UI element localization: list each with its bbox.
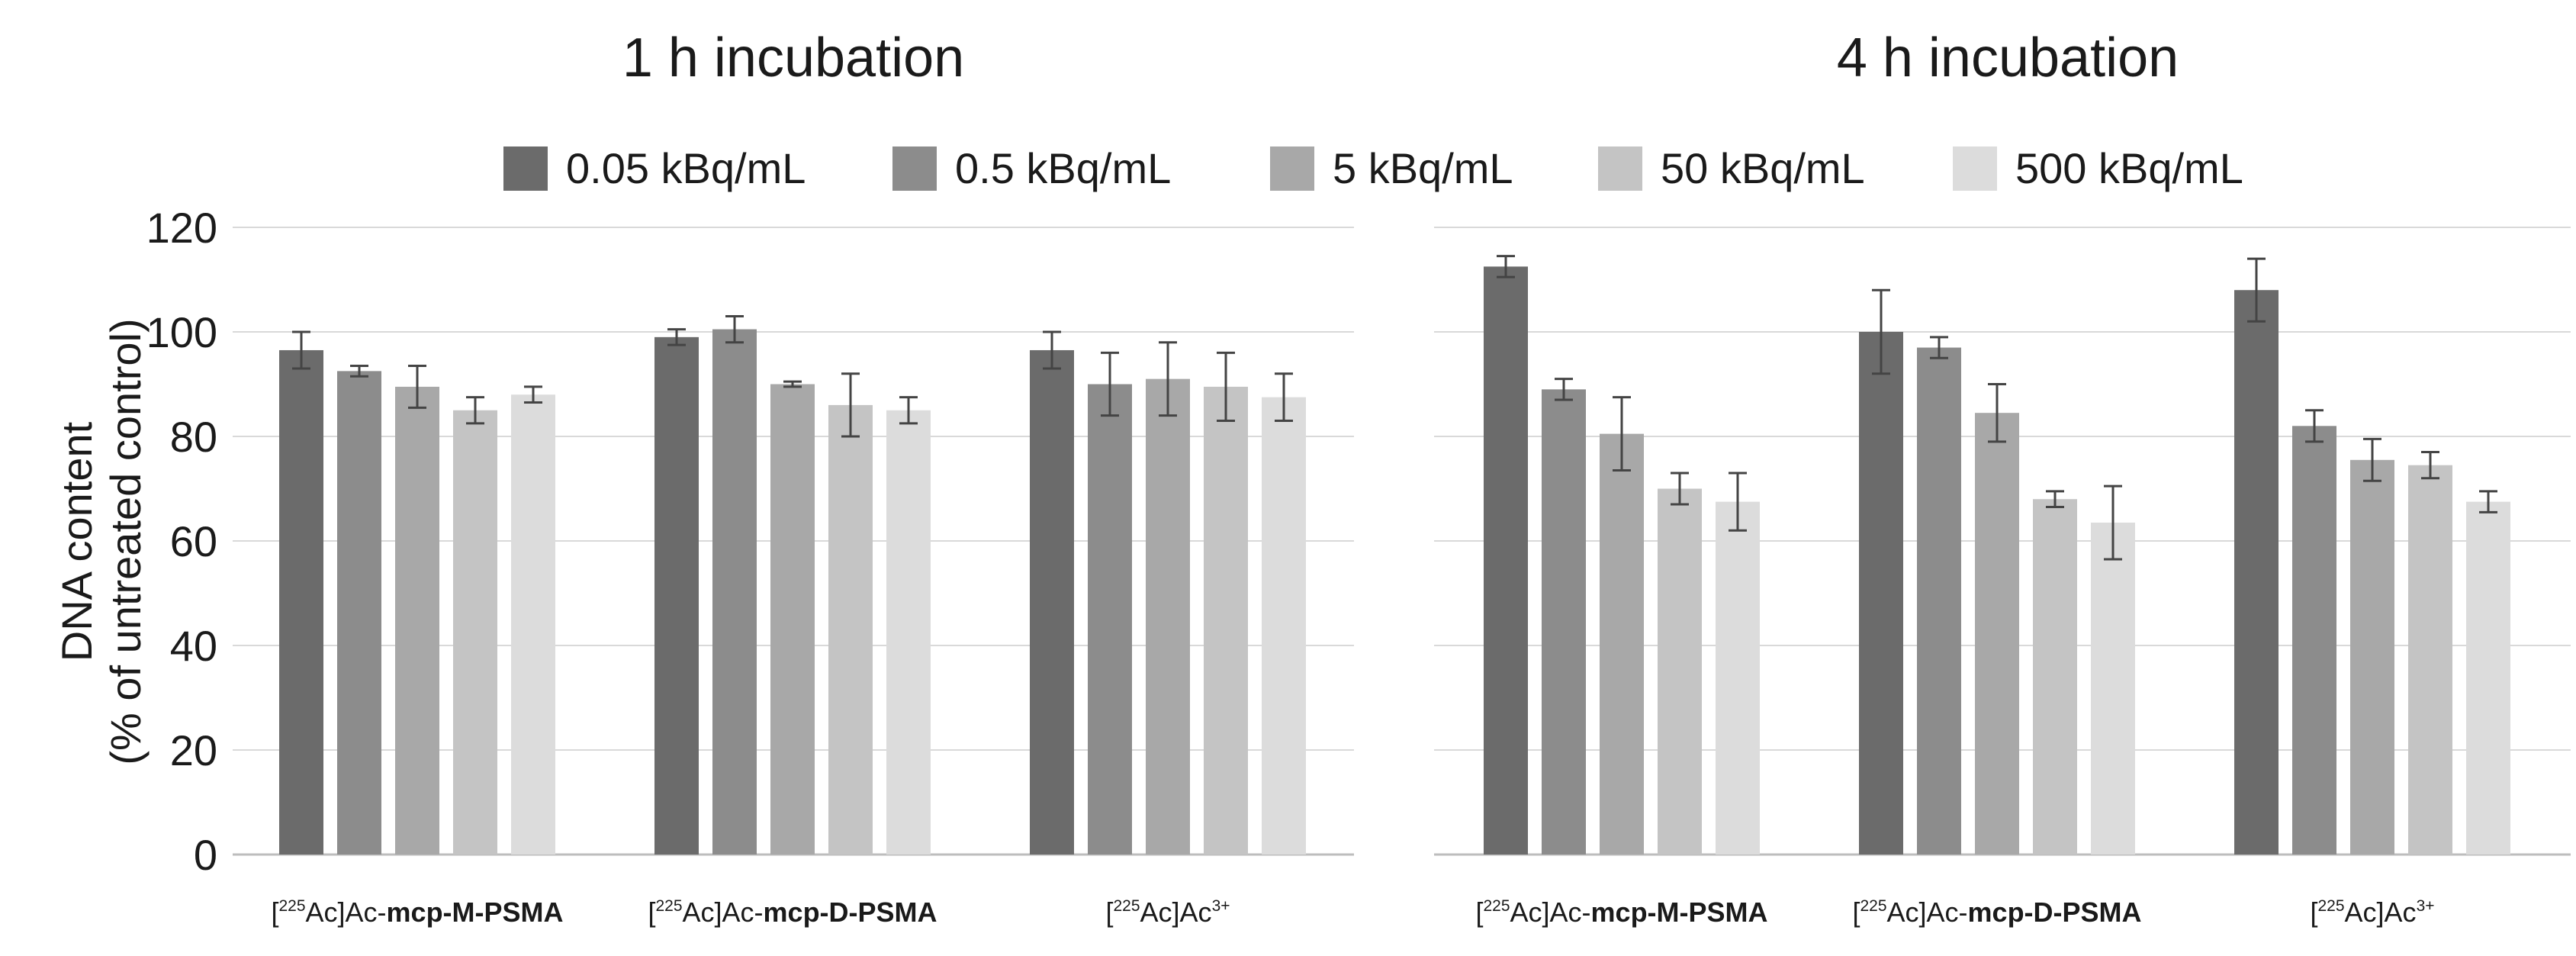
error-bar [2363, 437, 2381, 482]
error-bar [350, 365, 368, 378]
error-bar [841, 372, 860, 438]
bar [2033, 499, 2077, 855]
error-bar [1555, 378, 1573, 401]
bar [453, 410, 497, 855]
text-layer: 0 20 40 60 80 100 120 DNA content(% of untreate… [53, 27, 2435, 928]
error-bar [1497, 255, 1515, 278]
grid-layer [233, 227, 2571, 856]
error-bar [292, 330, 310, 370]
bar [1917, 347, 1961, 855]
error-bar [1101, 351, 1119, 417]
bar [712, 329, 757, 855]
error-bar [1872, 288, 1890, 375]
error-bar [783, 380, 802, 388]
y-tick-label: 120 [146, 204, 217, 252]
error-bar [466, 396, 484, 425]
panel-title: 4 h incubation [1837, 27, 2179, 89]
x-category-label: [225Ac]Ac3+ [2310, 896, 2434, 928]
bar [770, 384, 815, 855]
x-category-label: [225Ac]Ac-mcp-M-PSMA [1475, 896, 1767, 928]
bar [1859, 332, 1903, 855]
error-bar [1043, 330, 1061, 370]
y-tick-label: 80 [170, 413, 217, 461]
bar [1975, 413, 2019, 855]
error-bar [2247, 257, 2266, 323]
legend-swatch [1598, 146, 1642, 191]
bar [337, 371, 381, 855]
error-bar [1988, 383, 2006, 443]
legend-swatch [503, 146, 548, 191]
bar [828, 404, 873, 855]
y-tick-label: 100 [146, 308, 217, 356]
bar [1204, 386, 1248, 855]
legend-swatch [1270, 146, 1314, 191]
error-bar [1613, 396, 1631, 472]
x-category-label: [225Ac]Ac3+ [1105, 896, 1230, 928]
legend-item: 0.5 kBq/mL [892, 144, 1171, 192]
panel-title: 1 h incubation [622, 27, 964, 89]
error-bar [2104, 484, 2122, 561]
legend-label: 0.5 kBq/mL [955, 144, 1171, 192]
error-bar [2305, 409, 2324, 443]
bar [1146, 378, 1190, 855]
bar [1030, 349, 1074, 855]
legend-label: 500 kBq/mL [2015, 144, 2243, 192]
legend-swatch [1953, 146, 1997, 191]
legend-item: 5 kBq/mL [1270, 144, 1513, 192]
legend-layer: 0.05 kBq/mL 0.5 kBq/mL 5 kBq/mL 50 kBq/mL 50… [503, 144, 2243, 192]
error-bar [1159, 341, 1177, 417]
bar [2234, 290, 2279, 855]
y-tick-label: 40 [170, 622, 217, 670]
error-bar [2479, 490, 2497, 513]
bar [886, 410, 931, 855]
error-bar [524, 385, 542, 404]
legend-item: 50 kBq/mL [1598, 144, 1865, 192]
error-bar [1729, 472, 1747, 532]
legend-item: 0.05 kBq/mL [503, 144, 806, 192]
y-axis-label: DNA content(% of untreated control) [53, 318, 150, 764]
bar [1262, 397, 1306, 855]
bar [511, 394, 555, 855]
error-bar [1930, 336, 1948, 359]
error-bar [899, 396, 918, 425]
error-bar [725, 314, 744, 344]
error-bar [2046, 490, 2064, 508]
legend-label: 50 kBq/mL [1661, 144, 1865, 192]
bar [395, 386, 439, 855]
bar [1716, 501, 1760, 855]
bar [2466, 501, 2510, 855]
legend-swatch [892, 146, 937, 191]
error-bar [1217, 351, 1235, 422]
error-bar [2421, 451, 2439, 480]
error-bar [1671, 472, 1689, 506]
bar [279, 349, 323, 855]
bar [2091, 523, 2135, 855]
bar [1658, 488, 1702, 855]
x-category-label: [225Ac]Ac-mcp-D-PSMA [1852, 896, 2141, 928]
bar [2408, 465, 2452, 855]
bar [1542, 389, 1586, 855]
x-category-label: [225Ac]Ac-mcp-D-PSMA [648, 896, 937, 928]
bar [1484, 266, 1528, 855]
y-tick-label: 20 [170, 726, 217, 774]
error-bar [1275, 372, 1293, 422]
y-tick-label: 60 [170, 517, 217, 565]
bar-layer [279, 255, 2510, 855]
bar [1088, 384, 1132, 855]
bar [2292, 426, 2336, 855]
error-bar [408, 365, 426, 409]
error-bar [667, 328, 686, 346]
y-tick-label: 0 [194, 831, 217, 879]
x-category-label: [225Ac]Ac-mcp-M-PSMA [271, 896, 563, 928]
bar [2350, 459, 2394, 855]
legend-label: 5 kBq/mL [1333, 144, 1513, 192]
legend-item: 500 kBq/mL [1953, 144, 2243, 192]
bar [1600, 433, 1644, 855]
legend-label: 0.05 kBq/mL [566, 144, 806, 192]
bar [654, 336, 699, 855]
